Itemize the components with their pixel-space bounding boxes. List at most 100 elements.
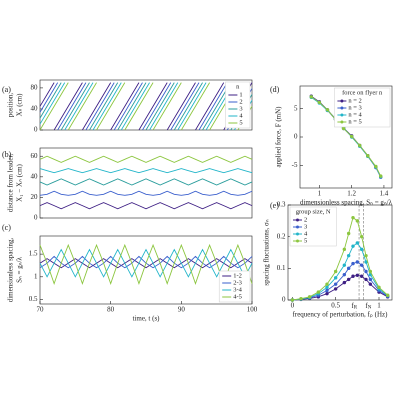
y-axis-label: distance from leader, — [7, 153, 15, 212]
data-point — [351, 215, 355, 220]
legend: 1-22-33-44-5 — [218, 270, 251, 303]
legend-marker — [340, 106, 344, 110]
series-line — [39, 248, 253, 278]
data-point — [368, 282, 373, 286]
legend-title: n — [236, 83, 240, 90]
data-point — [342, 263, 347, 267]
series-line — [39, 155, 253, 163]
legend-label: 1-2 — [233, 272, 242, 279]
data-point — [307, 295, 312, 299]
y-axis-label: applied force, F (mN) — [275, 106, 283, 168]
x-axis-label: dimensionless spacing, Sₙ = gₙ/λ — [300, 199, 393, 207]
x-tick-label: 100 — [247, 306, 258, 314]
x-axis-label: frequency of perturbation, fₚ (Hz) — [293, 311, 389, 319]
data-point — [385, 293, 390, 297]
series-line — [39, 202, 253, 210]
x-tick-label: 0 — [291, 302, 295, 310]
data-point — [349, 134, 354, 139]
series-line — [292, 242, 388, 301]
data-point — [346, 231, 351, 236]
x-tick-label: 90 — [178, 306, 186, 314]
series-line — [39, 168, 253, 174]
legend-label: n = 5 — [348, 118, 361, 125]
data-point — [355, 219, 360, 223]
y-tick-label: 0.5 — [29, 295, 38, 303]
data-point — [333, 269, 338, 274]
legend-marker — [340, 120, 344, 124]
data-point — [358, 143, 362, 148]
y-tick-label: 0 — [294, 133, 298, 141]
y-tick-label: -5 — [292, 161, 298, 169]
reference-label-sub: R — [354, 306, 358, 311]
data-point — [346, 266, 351, 271]
data-point — [317, 100, 322, 105]
data-point — [377, 285, 381, 290]
y-tick-label: 40 — [31, 105, 39, 113]
legend-marker — [296, 225, 299, 229]
legend-label: 3 — [304, 223, 307, 230]
legend-title: group size, N — [296, 208, 331, 215]
plot-frame — [287, 204, 393, 301]
data-point — [355, 260, 360, 264]
legend-label: 3 — [239, 105, 242, 112]
legend-label: n = 2 — [348, 97, 361, 104]
panel-label: (a) — [2, 85, 11, 94]
y-tick-label: 40 — [31, 172, 39, 180]
panel-1: (b) 0 20 40 60 distance from leader, X₁ − Xₙ (… — [2, 147, 253, 222]
series-line — [292, 261, 388, 301]
x-axis-label: time, t (s) — [132, 315, 160, 323]
legend-box — [225, 81, 251, 129]
series-line — [39, 82, 253, 131]
legend-label: 5 — [304, 237, 307, 244]
reference-label-main: f — [351, 302, 354, 310]
x-tick-label: 80 — [107, 306, 115, 314]
legend-label: 5 — [239, 119, 242, 126]
panel-label: (c) — [2, 223, 11, 232]
data-point — [342, 272, 347, 277]
series-line — [39, 190, 253, 196]
y-tick-label: 1.5 — [29, 250, 38, 258]
legend-marker — [296, 239, 299, 243]
plot-frame — [39, 147, 253, 219]
legend-label: 2 — [239, 98, 242, 105]
panel-2: (c) 0.5 1 1.5 70 80 90 100 time, t (s) dimensionl… — [2, 223, 258, 323]
y-axis-label: position, — [7, 93, 15, 118]
legend-label: 2 — [304, 216, 307, 223]
data-point — [351, 261, 355, 266]
data-point — [325, 282, 329, 286]
series-line — [39, 82, 253, 131]
data-point — [374, 164, 378, 169]
data-point — [325, 285, 329, 290]
data-point — [325, 291, 329, 296]
legend-label: 4 — [304, 230, 308, 237]
y-axis-label: Sₙ = gₙ/λ — [16, 257, 24, 283]
data-point — [364, 260, 368, 264]
y-tick-label: 0.3 — [277, 201, 286, 209]
y-tick-label: 60 — [31, 152, 39, 160]
legend-label: 4 — [239, 112, 243, 119]
series-line — [39, 178, 253, 186]
reference-label-sub: N — [368, 306, 372, 311]
y-tick-label: 80 — [31, 84, 39, 92]
series-line — [39, 82, 253, 131]
legend-label: 1 — [239, 91, 242, 98]
data-point — [341, 126, 346, 131]
data-point — [299, 297, 303, 301]
data-point — [342, 247, 347, 252]
data-point — [364, 277, 368, 282]
legend-label: n = 3 — [348, 104, 361, 111]
data-point — [355, 273, 360, 277]
data-point — [342, 280, 347, 285]
y-tick-label: 1 — [34, 272, 38, 280]
x-tick-label: 0.5 — [331, 302, 340, 310]
series-line — [39, 243, 253, 285]
reference-label: fR — [351, 302, 357, 311]
y-tick-label: 0 — [34, 126, 38, 134]
y-axis-label: X₁ − Xₙ (cm) — [16, 163, 24, 201]
series-line — [39, 82, 253, 131]
legend-label: 4-5 — [233, 293, 242, 300]
